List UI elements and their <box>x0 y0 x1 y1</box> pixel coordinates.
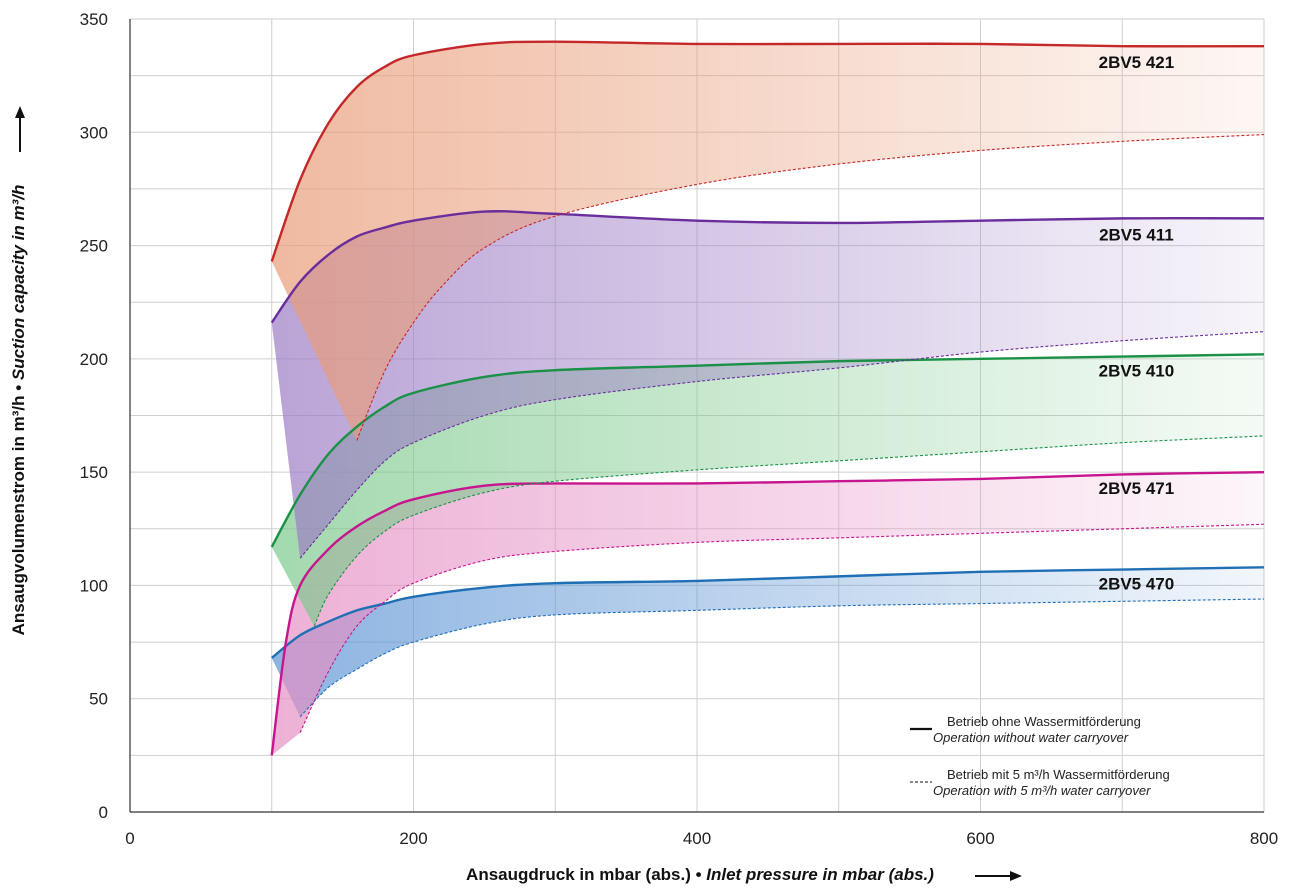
series-label-2bv5-421: 2BV5 421 <box>1099 53 1175 72</box>
x-axis-title-en: Inlet pressure in mbar (abs.) <box>706 865 934 884</box>
line-2bv5-410-with-water <box>313 435 1265 627</box>
y-axis-title-en: Suction capacity in m³/h <box>9 185 28 381</box>
y-axis-title-de: Ansaugvolumenstrom in m³/h • <box>9 380 28 635</box>
y-tick-label: 250 <box>80 237 108 256</box>
series-labels: 2BV5 470 2BV5 471 2BV5 410 2BV5 411 2BV5 421 <box>1099 53 1175 593</box>
legend-solid-de: Betrieb ohne Wassermitförderung <box>947 714 1141 729</box>
series-areas <box>271 41 1264 756</box>
x-tick-label: 0 <box>125 829 134 848</box>
x-axis-title-de: Ansaugdruck in mbar (abs.) • <box>466 865 706 884</box>
x-tick-label: 200 <box>399 829 427 848</box>
y-tick-label: 300 <box>80 123 108 142</box>
line-2bv5-470-without-water <box>270 566 1265 659</box>
series-label-2bv5-411: 2BV5 411 <box>1099 225 1174 244</box>
line-2bv5-410-without-water <box>270 353 1265 548</box>
tick-labels: 0 200 400 600 800 0 50 100 150 200 250 300 350 <box>80 10 1279 848</box>
series-label-2bv5-470: 2BV5 470 <box>1099 574 1175 593</box>
y-tick-label: 100 <box>80 576 108 595</box>
line-2bv5-471-without-water <box>270 470 1265 756</box>
area-2bv5-421 <box>271 41 1264 441</box>
legend-solid-en: Operation without water carryover <box>933 730 1129 745</box>
x-axis-arrow <box>975 871 1022 881</box>
area-2bv5-411 <box>271 211 1264 559</box>
series-label-2bv5-410: 2BV5 410 <box>1099 361 1175 380</box>
y-axis-title: Ansaugvolumenstrom in m³/h • Suction cap… <box>9 185 28 636</box>
line-2bv5-421-without-water <box>270 40 1265 262</box>
line-2bv5-470-with-water <box>299 598 1265 718</box>
legend-dashed-en: Operation with 5 m³/h water carryover <box>933 783 1151 798</box>
x-axis-title: Ansaugdruck in mbar (abs.) • Inlet press… <box>466 865 934 884</box>
y-tick-label: 50 <box>89 690 108 709</box>
x-tick-label: 800 <box>1250 829 1278 848</box>
line-2bv5-411-with-water <box>299 331 1265 559</box>
y-tick-label: 350 <box>80 10 108 29</box>
line-2bv5-471-with-water <box>299 523 1265 733</box>
x-tick-label: 400 <box>683 829 711 848</box>
area-2bv5-470 <box>271 567 1264 717</box>
area-2bv5-471 <box>271 472 1264 756</box>
y-tick-label: 0 <box>99 803 108 822</box>
line-2bv5-411-without-water <box>270 210 1265 324</box>
y-axis-arrow <box>15 106 25 152</box>
axes <box>129 19 1264 813</box>
series-lines <box>270 40 1265 756</box>
y-tick-label: 200 <box>80 350 108 369</box>
y-tick-label: 150 <box>80 463 108 482</box>
legend-dashed-de: Betrieb mit 5 m³/h Wassermitförderung <box>947 767 1170 782</box>
series-label-2bv5-471: 2BV5 471 <box>1099 479 1175 498</box>
line-2bv5-421-with-water <box>356 134 1265 441</box>
area-2bv5-410 <box>271 354 1264 627</box>
x-tick-label: 600 <box>966 829 994 848</box>
legend: Betrieb ohne Wassermitförderung Operatio… <box>910 714 1170 798</box>
